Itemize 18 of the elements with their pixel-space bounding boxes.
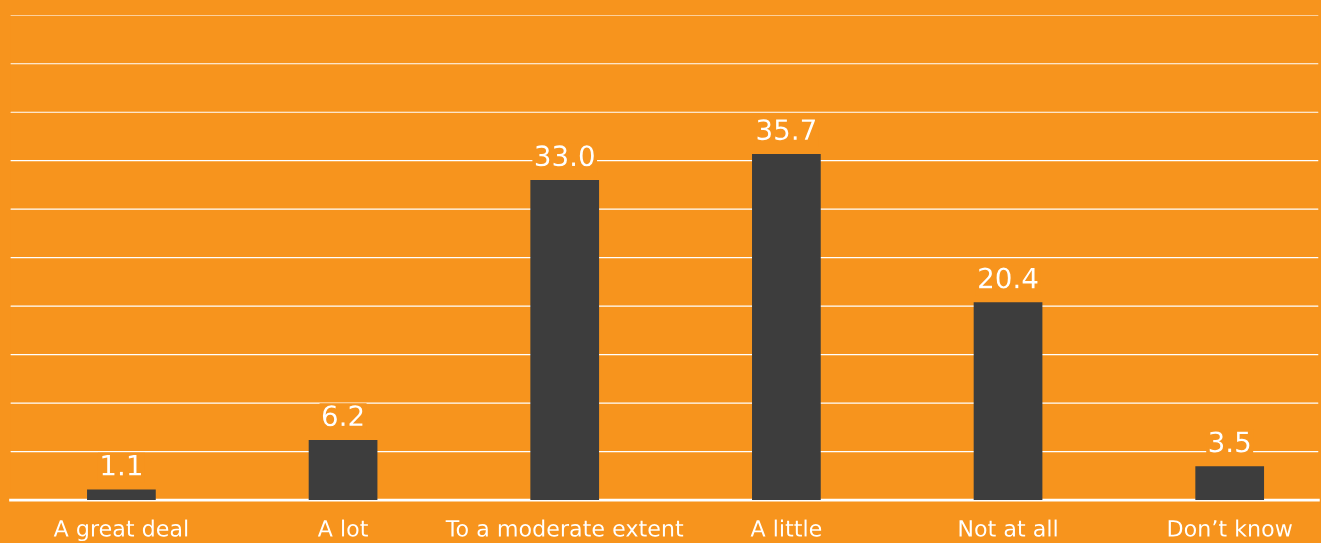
data-label: 33.0 xyxy=(535,145,594,167)
x-tick-label: Don’t know xyxy=(1168,519,1292,537)
bar xyxy=(87,489,156,501)
bar xyxy=(308,439,378,501)
data-label: 6.2 xyxy=(322,405,363,427)
data-label: 1.1 xyxy=(102,455,141,476)
data-label: 20.4 xyxy=(979,267,1038,289)
x-tick-label: A lot xyxy=(317,519,368,537)
x-tick-label: A little xyxy=(750,519,822,537)
x-tick-label: Not at all xyxy=(959,519,1057,537)
x-tick-label: To a moderate extent xyxy=(445,519,684,537)
bar xyxy=(530,180,600,501)
bar xyxy=(1195,466,1265,501)
data-label: 3.5 xyxy=(1209,431,1250,453)
bar xyxy=(973,302,1043,501)
data-label: 35.7 xyxy=(757,119,815,141)
bar xyxy=(752,153,821,501)
x-tick-label: A great deal xyxy=(53,519,188,542)
